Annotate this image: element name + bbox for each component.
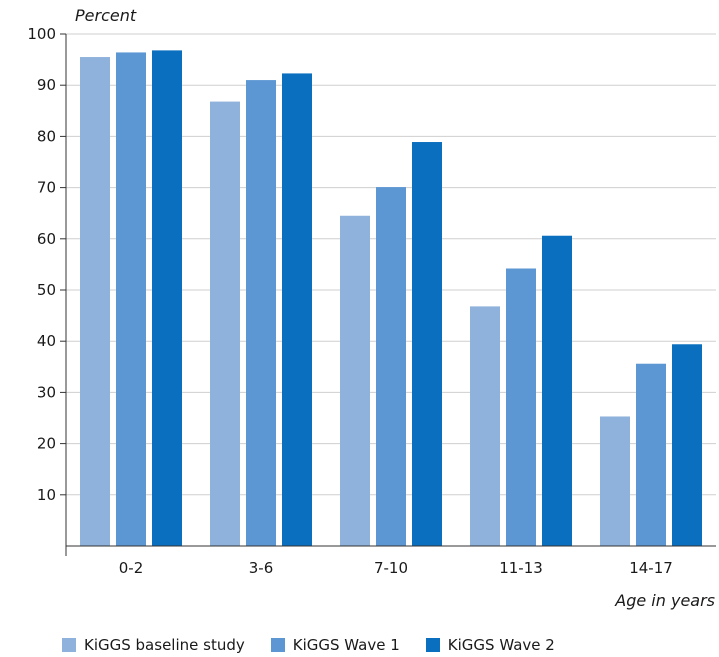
legend-item: KiGGS Wave 1 bbox=[270, 636, 400, 654]
axes bbox=[60, 33, 716, 556]
bar bbox=[600, 416, 630, 546]
bar bbox=[470, 306, 500, 546]
bar bbox=[636, 363, 666, 546]
y-tick-label: 40 bbox=[37, 332, 56, 350]
y-tick-label: 20 bbox=[37, 435, 56, 453]
x-tick-label: 0-2 bbox=[119, 559, 144, 577]
bar bbox=[246, 80, 276, 546]
y-tick-label: 10 bbox=[37, 486, 56, 504]
bar bbox=[116, 52, 146, 546]
y-tick-label: 50 bbox=[37, 281, 56, 299]
x-tick-label: 14-17 bbox=[629, 559, 673, 577]
legend: KiGGS baseline study KiGGS Wave 1 KiGGS Wa… bbox=[62, 636, 581, 654]
legend-label: KiGGS Wave 1 bbox=[292, 636, 400, 654]
y-tick-label: 90 bbox=[37, 76, 56, 94]
tick-labels: 10 20 30 40 50 60 70 80 90 100 0-2 3-6 7-10 11-13 14-1… bbox=[27, 25, 672, 577]
bar bbox=[672, 344, 702, 546]
y-tick-label: 80 bbox=[37, 127, 56, 145]
x-tick-label: 3-6 bbox=[249, 559, 274, 577]
bar bbox=[282, 73, 312, 546]
legend-swatch bbox=[62, 638, 76, 652]
y-tick-label: 70 bbox=[37, 179, 56, 197]
bar bbox=[210, 101, 240, 547]
legend-label: KiGGS baseline study bbox=[84, 636, 245, 654]
bar bbox=[152, 50, 182, 546]
bar bbox=[376, 187, 406, 546]
legend-item: KiGGS baseline study bbox=[62, 636, 245, 654]
legend-item: KiGGS Wave 2 bbox=[425, 636, 555, 654]
legend-swatch bbox=[425, 638, 440, 652]
bar bbox=[340, 215, 370, 546]
y-axis-title: Percent bbox=[75, 6, 137, 25]
bar bbox=[542, 235, 572, 546]
x-axis-title: Age in years bbox=[614, 591, 715, 610]
legend-swatch bbox=[270, 638, 285, 652]
x-tick-label: 7-10 bbox=[374, 559, 408, 577]
x-tick-label: 11-13 bbox=[499, 559, 543, 577]
bars bbox=[80, 50, 702, 547]
legend-label: KiGGS Wave 2 bbox=[447, 636, 555, 654]
y-tick-label: 30 bbox=[37, 383, 56, 401]
y-tick-label: 100 bbox=[27, 25, 56, 43]
bar bbox=[412, 142, 442, 547]
bar bbox=[506, 268, 536, 546]
y-tick-label: 60 bbox=[37, 230, 56, 248]
bar bbox=[80, 57, 110, 546]
